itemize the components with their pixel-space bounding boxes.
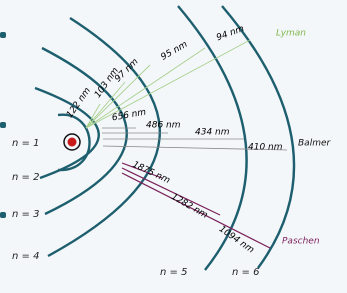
series-name: Paschen bbox=[282, 237, 320, 247]
level-label: n = 3 bbox=[12, 209, 39, 220]
wavelength-label: 434 nm bbox=[195, 128, 230, 138]
level-label: n = 2 bbox=[12, 172, 39, 183]
level-label: n = 5 bbox=[160, 267, 187, 278]
series-name: Lyman bbox=[276, 29, 306, 39]
edge-marker bbox=[0, 212, 6, 218]
wavelength-label: 410 nm bbox=[248, 143, 283, 153]
wavelength-label: 486 nm bbox=[146, 121, 181, 131]
level-label: n = 4 bbox=[12, 251, 39, 262]
series-name: Balmer bbox=[298, 139, 331, 149]
level-label: n = 6 bbox=[232, 267, 259, 278]
diagram: n = 1 n = 2 n = 3 n = 4 n = 5 n = 6 Lyma… bbox=[0, 0, 347, 293]
edge-marker bbox=[0, 32, 6, 38]
background bbox=[0, 0, 347, 293]
edge-marker bbox=[0, 122, 6, 128]
nucleus bbox=[68, 138, 77, 147]
level-label: n = 1 bbox=[12, 138, 39, 149]
